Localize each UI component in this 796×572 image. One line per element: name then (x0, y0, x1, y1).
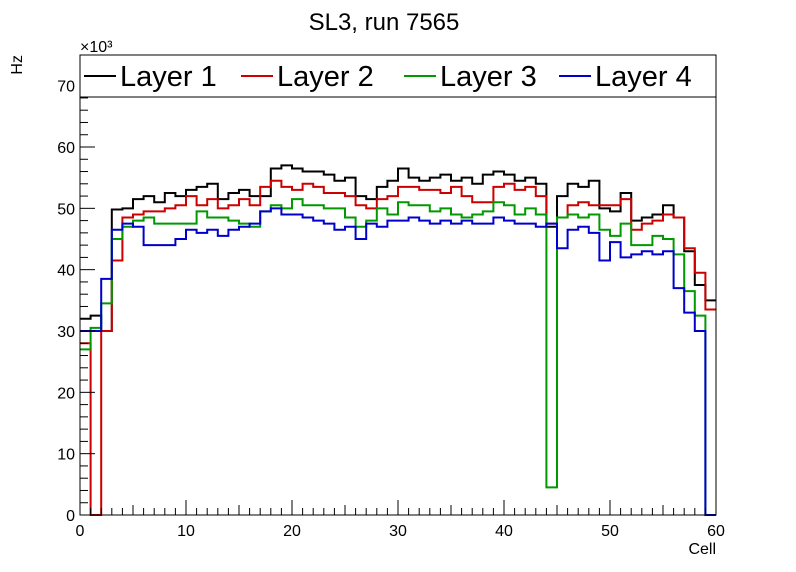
legend: Layer 1 Layer 2 Layer 3 Layer 4 (79, 54, 717, 98)
y-tick-label: 70 (57, 79, 75, 96)
y-axis-title: Hz (9, 55, 26, 75)
series-group (80, 164, 716, 516)
legend-label-layer-2: Layer 2 (277, 61, 374, 93)
y-tick-label: 20 (57, 385, 75, 402)
series-line-layer-3 (80, 198, 716, 516)
x-tick-label: 20 (283, 523, 301, 540)
x-tick-label: 50 (601, 523, 619, 540)
y-axis-multiplier: ×10³ (80, 39, 113, 56)
y-axis: 0 10 20 30 40 50 60 70 (57, 60, 95, 525)
series-line-layer-4 (80, 207, 716, 516)
legend-label-layer-3: Layer 3 (440, 61, 537, 93)
series-line-layer-2 (80, 179, 716, 516)
x-tick-label: 10 (177, 523, 195, 540)
legend-box (79, 54, 717, 98)
chart-title: SL3, run 7565 (309, 9, 460, 36)
legend-label-layer-4: Layer 4 (595, 61, 692, 93)
y-tick-label: 0 (66, 508, 75, 525)
y-tick-label: 40 (57, 263, 75, 280)
y-tick-label: 10 (57, 447, 75, 464)
x-axis: 0 10 20 30 40 50 60 (76, 500, 725, 540)
legend-label-layer-1: Layer 1 (120, 61, 217, 93)
y-tick-label: 30 (57, 324, 75, 341)
x-tick-label: 40 (495, 523, 513, 540)
y-tick-label: 50 (57, 201, 75, 218)
x-tick-label: 30 (389, 523, 407, 540)
series-line-layer-1 (80, 164, 716, 332)
y-tick-label: 60 (57, 140, 75, 157)
x-tick-label: 60 (707, 523, 725, 540)
x-axis-title: Cell (688, 541, 716, 558)
x-tick-label: 0 (76, 523, 85, 540)
